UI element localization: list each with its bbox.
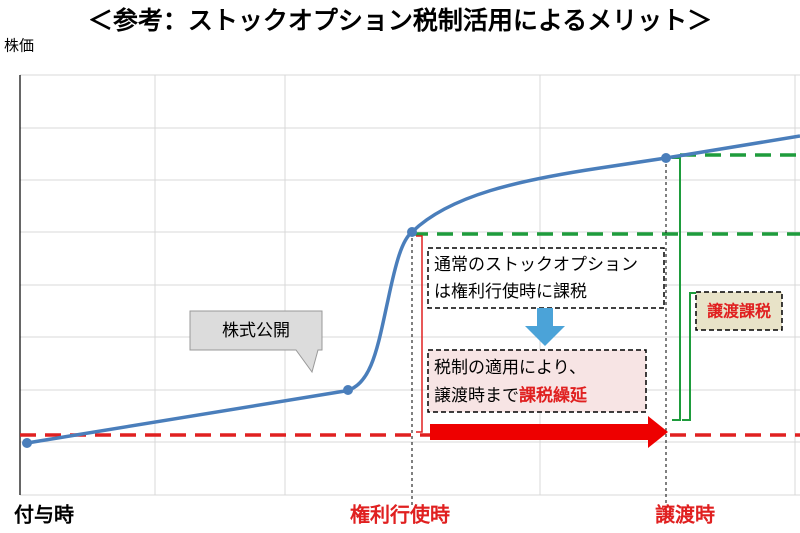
title: ＜参考：ストックオプション税制活用によるメリット＞	[88, 6, 712, 35]
normal-box	[427, 247, 665, 309]
curve-points	[22, 153, 671, 448]
normal-text: は権利行使時に課税	[434, 281, 587, 302]
deferral-text: 譲渡時まで課税繰延	[434, 385, 588, 406]
normal-text: 通常のストックオプション	[434, 255, 638, 275]
ipo-label: 株式公開	[222, 321, 290, 341]
y-label: 株価	[4, 37, 34, 55]
x-label: 付与時	[14, 503, 74, 527]
price-curve	[26, 134, 800, 445]
x-label: 譲渡時	[655, 503, 715, 527]
green-bracket	[672, 157, 681, 421]
ipo-callout	[189, 310, 323, 374]
tax-box	[695, 291, 783, 331]
deferral-highlight: 課税繰延	[519, 385, 588, 406]
red-arrow	[430, 416, 668, 448]
green-bracket	[682, 292, 698, 421]
down-arrow	[525, 308, 565, 346]
deferral-text: 税制の適用により、	[434, 358, 586, 378]
red-bracket	[416, 235, 423, 433]
x-label: 権利行使時	[350, 503, 450, 527]
deferral-box	[427, 349, 647, 413]
grid	[20, 74, 800, 496]
tax-label: 譲渡課税	[707, 302, 771, 321]
deferral-prefix: 譲渡時まで	[434, 386, 519, 406]
